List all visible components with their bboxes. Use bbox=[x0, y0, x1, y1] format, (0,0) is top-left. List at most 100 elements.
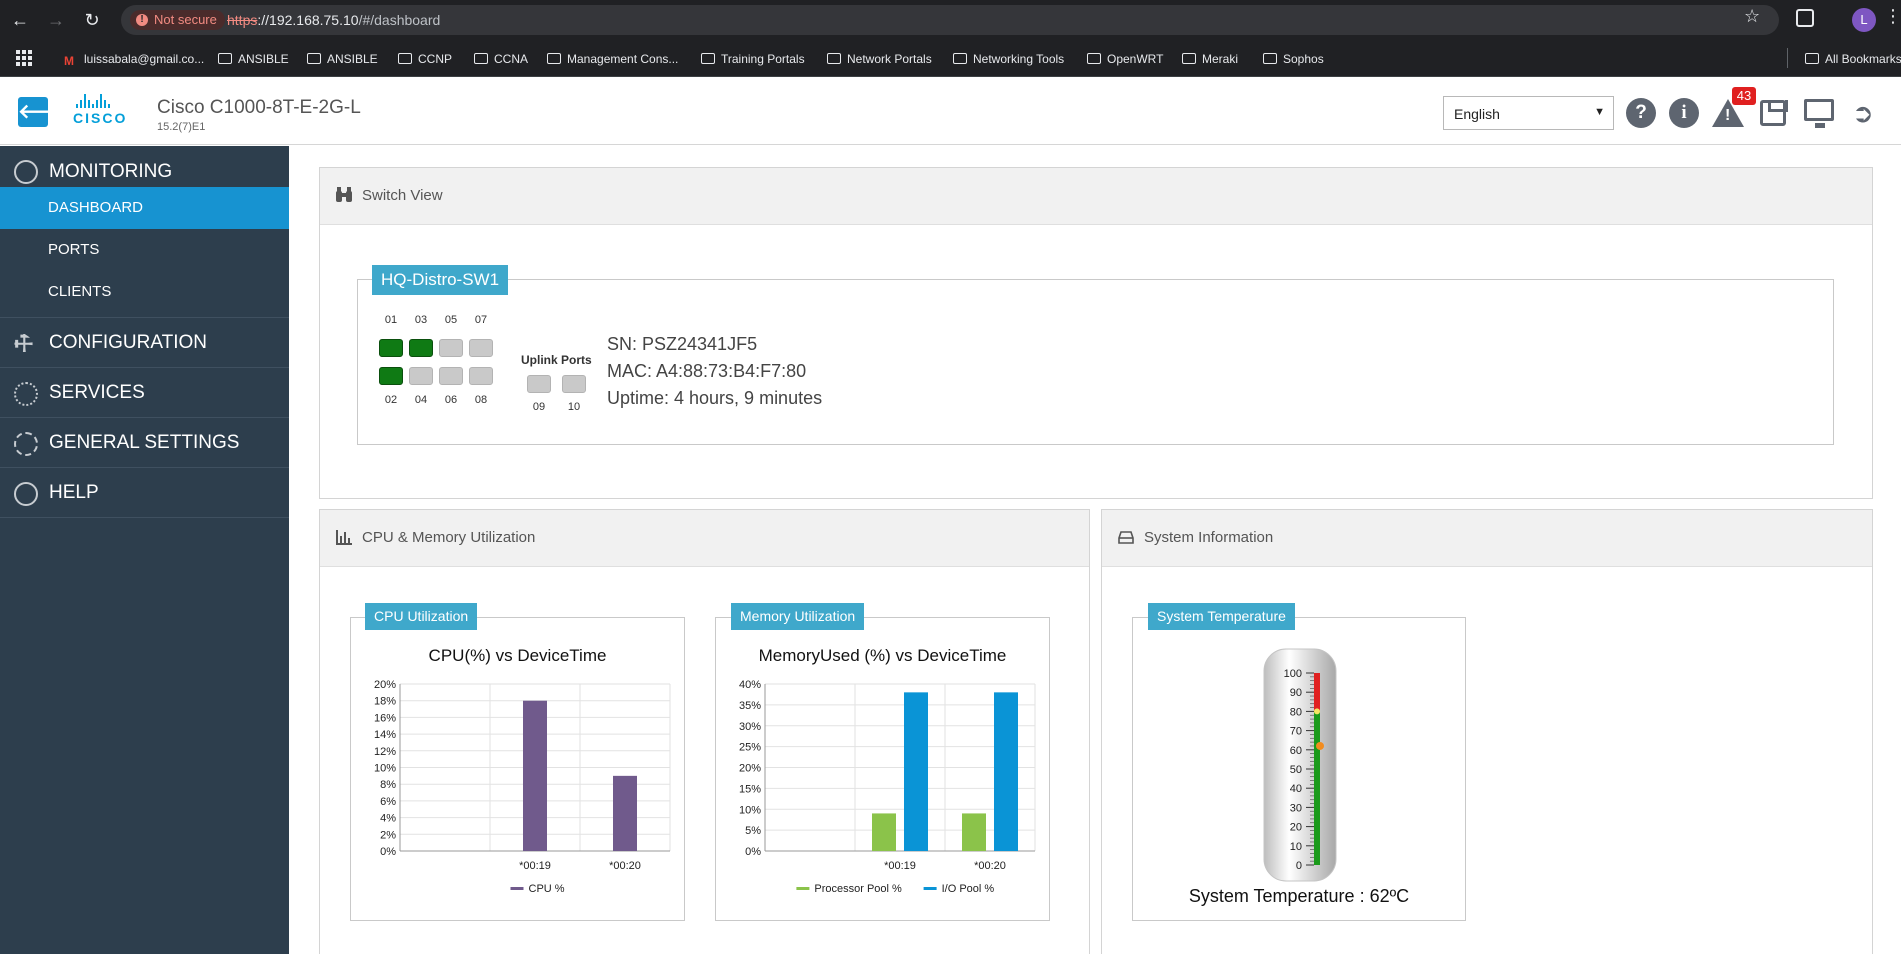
x-tick-label: *00:20 bbox=[609, 860, 641, 872]
gauge-zone bbox=[1314, 711, 1320, 865]
gauge-tick-label: 10 bbox=[1290, 841, 1302, 853]
y-tick-label: 12% bbox=[374, 746, 396, 758]
folder-icon bbox=[1805, 53, 1819, 64]
y-tick-label: 20% bbox=[374, 679, 396, 691]
sidebar: MONITORING DASHBOARD PORTS CLIENTS ⚒ CON… bbox=[0, 146, 289, 954]
bookmark-folder[interactable]: ANSIBLE bbox=[218, 50, 289, 68]
y-tick-label: 35% bbox=[739, 700, 761, 712]
browser-menu-icon[interactable]: ⋮ bbox=[1884, 6, 1901, 26]
bookmark-label: Meraki bbox=[1202, 52, 1239, 66]
logout-icon[interactable]: ➲ bbox=[1852, 98, 1874, 128]
warning-icon: ! bbox=[136, 14, 148, 26]
port-number: 04 bbox=[414, 394, 428, 406]
port-09[interactable] bbox=[527, 375, 551, 393]
bookmark-label: Network Portals bbox=[847, 52, 932, 66]
legend-label: I/O Pool % bbox=[942, 883, 995, 895]
x-tick-label: *00:19 bbox=[519, 860, 551, 872]
bar bbox=[613, 775, 637, 851]
sidebar-item-clients[interactable]: CLIENTS bbox=[48, 283, 112, 300]
bookmark-folder[interactable]: Management Cons... bbox=[547, 50, 678, 68]
bookmark-folder[interactable]: Sophos bbox=[1263, 50, 1324, 68]
bar bbox=[872, 813, 896, 851]
help-icon[interactable]: ? bbox=[1626, 98, 1656, 128]
sidebar-section-help[interactable]: HELP bbox=[0, 468, 289, 518]
sidebar-section-monitoring[interactable]: MONITORING bbox=[0, 146, 289, 187]
all-bookmarks[interactable]: All Bookmarks bbox=[1805, 50, 1901, 68]
port-number: 05 bbox=[444, 314, 458, 326]
sidebar-section-general-settings[interactable]: GENERAL SETTINGS bbox=[0, 418, 289, 468]
security-indicator[interactable]: ! Not secure bbox=[130, 10, 225, 30]
panel-header: CPU & Memory Utilization bbox=[320, 510, 1089, 567]
binoculars-icon bbox=[336, 187, 352, 202]
profile-avatar[interactable]: L bbox=[1852, 8, 1876, 32]
bookmark-label: CCNA bbox=[494, 52, 529, 66]
back-button[interactable]: 🡐 bbox=[18, 97, 72, 127]
apps-grid-icon[interactable] bbox=[16, 50, 32, 66]
bookmark-folder[interactable]: Meraki bbox=[1182, 50, 1238, 68]
port-02[interactable] bbox=[379, 367, 403, 385]
gauge-tick-label: 100 bbox=[1284, 668, 1302, 680]
app-header: 🡐 CISCO Cisco C1000-8T-E-2G-L 15.2(7)E1 … bbox=[0, 77, 1901, 145]
legend-swatch bbox=[796, 887, 810, 890]
reload-icon[interactable]: ↻ bbox=[84, 10, 100, 30]
sidebar-section-label: SERVICES bbox=[49, 382, 145, 403]
port-number: 01 bbox=[384, 314, 398, 326]
port-07[interactable] bbox=[469, 339, 493, 357]
y-tick-label: 14% bbox=[374, 729, 396, 741]
bookmark-folder[interactable]: Training Portals bbox=[701, 50, 805, 68]
y-tick-label: 30% bbox=[739, 721, 761, 733]
forward-arrow-icon[interactable]: → bbox=[47, 10, 65, 30]
port-08[interactable] bbox=[469, 367, 493, 385]
gauge-zone bbox=[1314, 673, 1320, 712]
panel-header: Switch View bbox=[320, 168, 1872, 225]
bookmark-folder[interactable]: Networking Tools bbox=[953, 50, 1064, 68]
hard-drive-icon bbox=[1118, 531, 1134, 544]
port-01[interactable] bbox=[379, 339, 403, 357]
system-temperature-legend: System Temperature bbox=[1148, 603, 1295, 630]
bookmark-label: Management Cons... bbox=[567, 52, 679, 66]
bookmark-label: All Bookmarks bbox=[1825, 52, 1901, 66]
folder-icon bbox=[398, 53, 412, 64]
legend-swatch bbox=[923, 887, 937, 890]
y-tick-label: 5% bbox=[745, 825, 761, 837]
bookmarks-divider bbox=[1787, 48, 1788, 68]
bookmark-folder[interactable]: CCNA bbox=[474, 50, 528, 68]
sidebar-section-services[interactable]: SERVICES bbox=[0, 368, 289, 418]
port-number: 08 bbox=[474, 394, 488, 406]
extensions-icon[interactable] bbox=[1796, 9, 1814, 27]
sidebar-item-dashboard[interactable]: DASHBOARD bbox=[0, 187, 289, 229]
address-bar[interactable]: ! Not secure https://192.168.75.10/#/das… bbox=[121, 5, 1779, 35]
port-05[interactable] bbox=[439, 339, 463, 357]
system-info-panel: System Information bbox=[1101, 509, 1873, 954]
bookmark-folder[interactable]: Network Portals bbox=[827, 50, 932, 68]
url-text[interactable]: https://192.168.75.10/#/dashboard bbox=[227, 12, 440, 28]
gauge-tick-label: 70 bbox=[1290, 726, 1302, 738]
sidebar-item-ports[interactable]: PORTS bbox=[48, 241, 100, 258]
bookmark-folder[interactable]: ANSIBLE bbox=[307, 50, 378, 68]
sidebar-section-configuration[interactable]: ⚒ CONFIGURATION bbox=[0, 318, 289, 368]
bookmark-star-icon[interactable]: ☆ bbox=[1744, 6, 1761, 26]
cpu-memory-panel: CPU & Memory Utilization bbox=[319, 509, 1090, 954]
port-06[interactable] bbox=[439, 367, 463, 385]
save-icon[interactable] bbox=[1760, 100, 1788, 126]
port-04[interactable] bbox=[409, 367, 433, 385]
bookmark-folder[interactable]: CCNP bbox=[398, 50, 452, 68]
gauge-tick-label: 30 bbox=[1290, 802, 1302, 814]
port-03[interactable] bbox=[409, 339, 433, 357]
bar bbox=[962, 813, 986, 851]
y-tick-label: 0% bbox=[745, 846, 761, 858]
y-tick-label: 10% bbox=[374, 763, 396, 775]
info-icon[interactable]: i bbox=[1669, 98, 1699, 128]
language-select[interactable]: English ▼ bbox=[1443, 96, 1614, 130]
dashboard-gauge-icon bbox=[14, 160, 38, 184]
uplink-ports-label: Uplink Ports bbox=[521, 353, 592, 367]
gauge-tick-label: 60 bbox=[1290, 745, 1302, 757]
software-version: 15.2(7)E1 bbox=[157, 121, 206, 133]
port-10[interactable] bbox=[562, 375, 586, 393]
bookmark-folder[interactable]: OpenWRT bbox=[1087, 50, 1163, 68]
monitor-icon[interactable] bbox=[1804, 99, 1834, 128]
bookmark-label: OpenWRT bbox=[1107, 52, 1164, 66]
port-number: 09 bbox=[532, 401, 546, 413]
back-arrow-icon[interactable]: ← bbox=[11, 10, 29, 30]
